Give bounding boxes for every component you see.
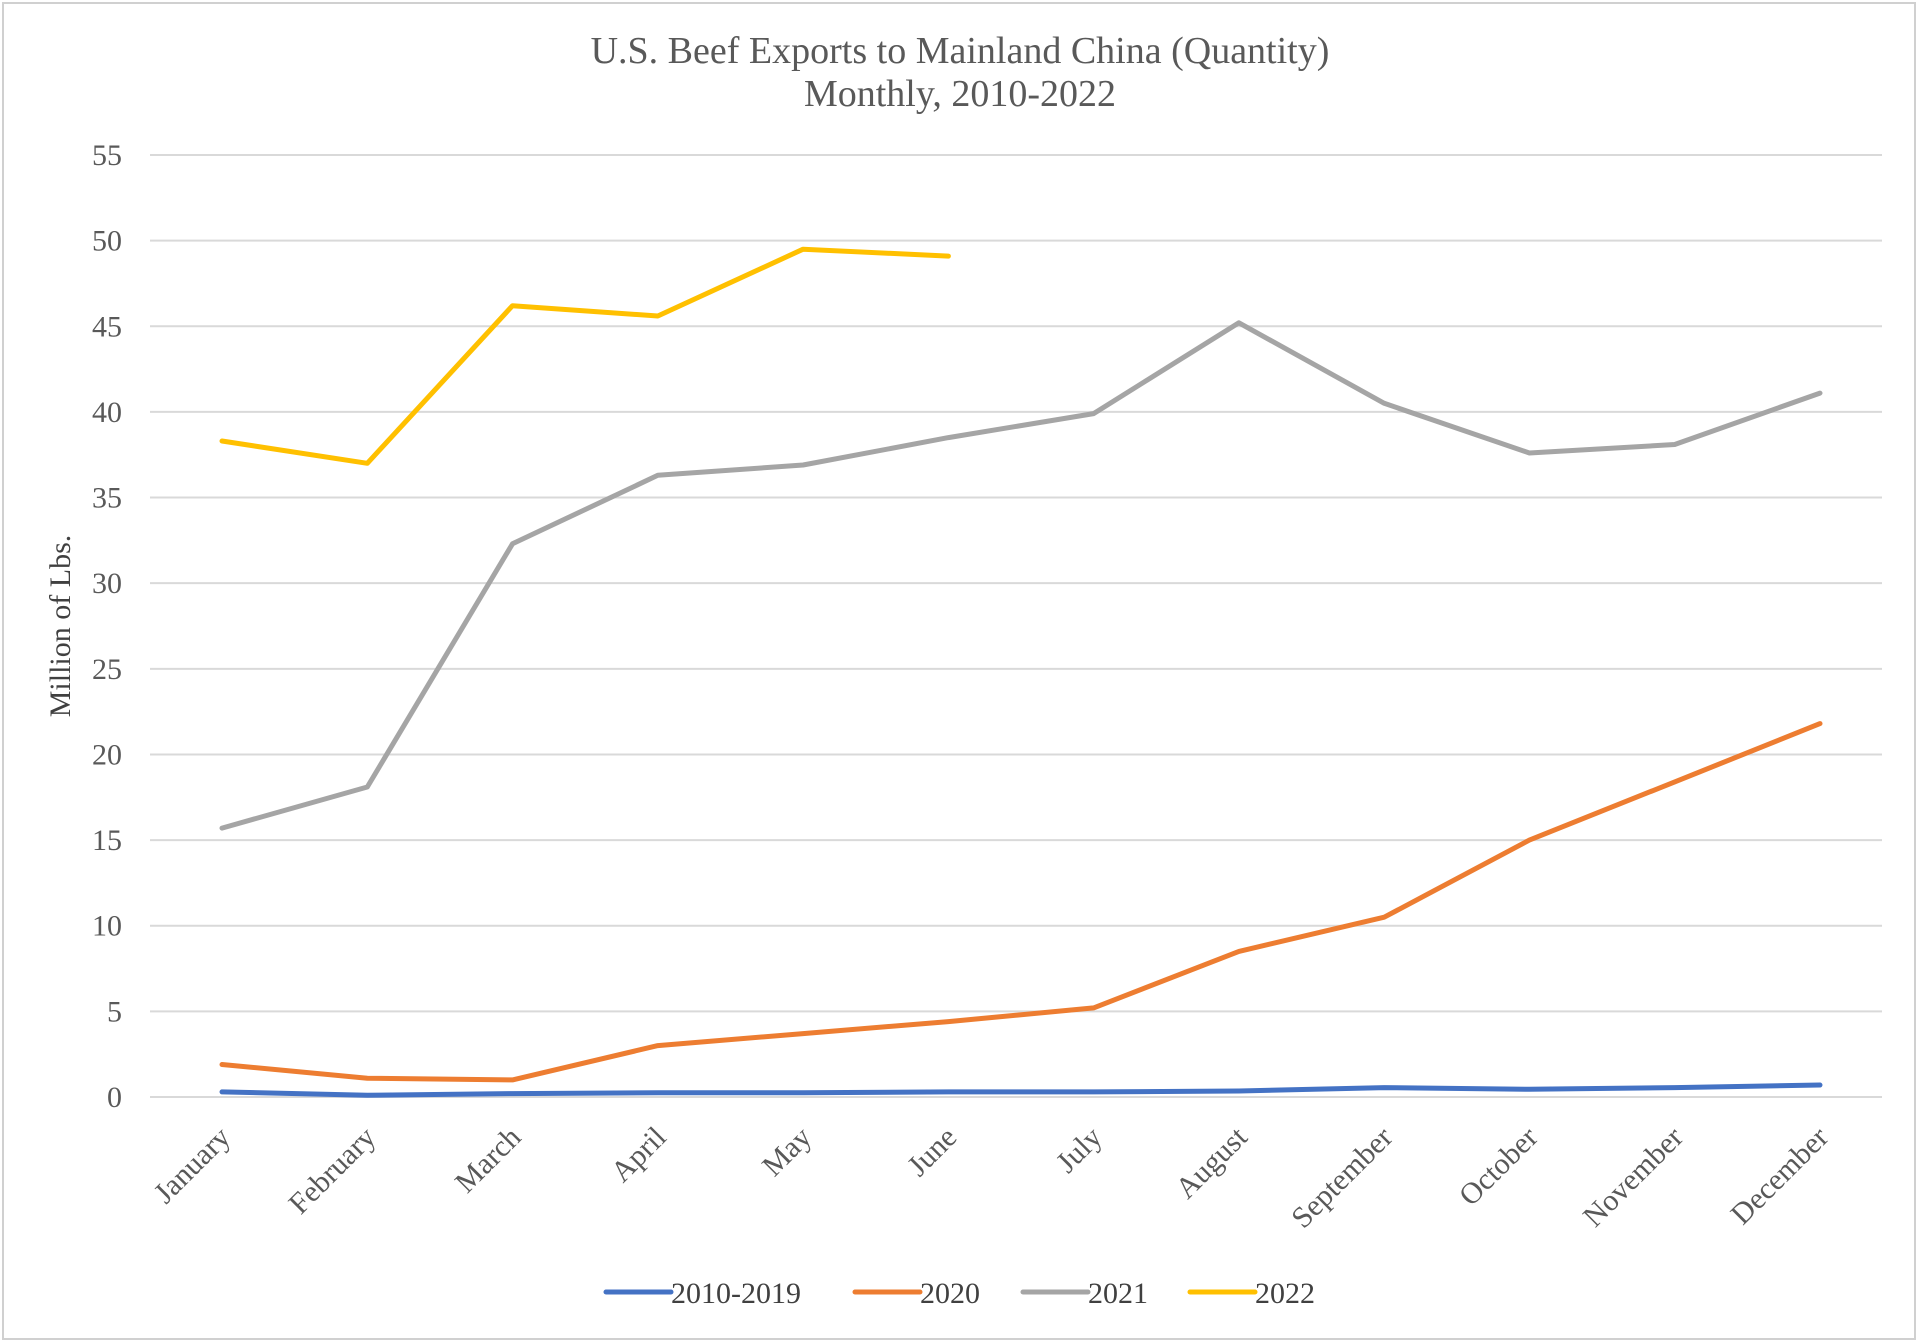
y-tick-label: 5 — [107, 995, 122, 1028]
x-tick-label: August — [1169, 1120, 1254, 1205]
legend: 2010-2019 2020 2021 2022 — [603, 1277, 1315, 1310]
chart-title: U.S. Beef Exports to Mainland China (Qua… — [591, 30, 1330, 72]
y-tick-label: 35 — [92, 482, 122, 515]
y-tick-label: 55 — [92, 139, 122, 172]
series-lines — [219, 246, 1823, 1098]
legend-label-2010-2019: 2010-2019 — [671, 1277, 801, 1310]
x-tick-label: June — [901, 1121, 963, 1183]
series-line-2020 — [219, 721, 1823, 1083]
x-tick-label: September — [1285, 1121, 1399, 1235]
chart-subtitle: Monthly, 2010-2022 — [804, 73, 1116, 115]
legend-label-2022: 2022 — [1255, 1277, 1315, 1310]
y-tick-label: 10 — [92, 910, 122, 943]
x-tick-label: November — [1577, 1121, 1690, 1234]
y-tick-label: 15 — [92, 824, 122, 857]
x-axis-ticks: January February March April May June July Augu… — [148, 1120, 1835, 1235]
x-tick-label: April — [605, 1121, 673, 1189]
legend-label-2021: 2021 — [1088, 1277, 1148, 1310]
gridlines — [150, 154, 1882, 1098]
legend-label-2020: 2020 — [920, 1277, 980, 1310]
x-tick-label: January — [148, 1121, 237, 1210]
series-line-2021 — [219, 320, 1823, 831]
y-axis-title: Million of Lbs. — [44, 535, 77, 718]
series-line-2022 — [219, 246, 951, 466]
y-axis-ticks: 0 5 10 15 20 25 30 35 40 45 50 55 — [92, 139, 122, 1114]
y-tick-label: 0 — [107, 1081, 122, 1114]
series-line-2010-2019 — [219, 1082, 1823, 1098]
x-tick-label: December — [1724, 1121, 1834, 1231]
y-tick-label: 50 — [92, 225, 122, 258]
x-tick-label: October — [1453, 1121, 1545, 1213]
y-tick-label: 30 — [92, 567, 122, 600]
y-tick-label: 45 — [92, 310, 122, 343]
y-tick-label: 25 — [92, 653, 122, 686]
y-tick-label: 40 — [92, 396, 122, 429]
x-tick-label: February — [282, 1121, 382, 1221]
x-tick-label: May — [756, 1121, 818, 1183]
x-tick-label: July — [1050, 1121, 1109, 1180]
y-tick-label: 20 — [92, 738, 122, 771]
x-tick-label: March — [449, 1121, 528, 1200]
